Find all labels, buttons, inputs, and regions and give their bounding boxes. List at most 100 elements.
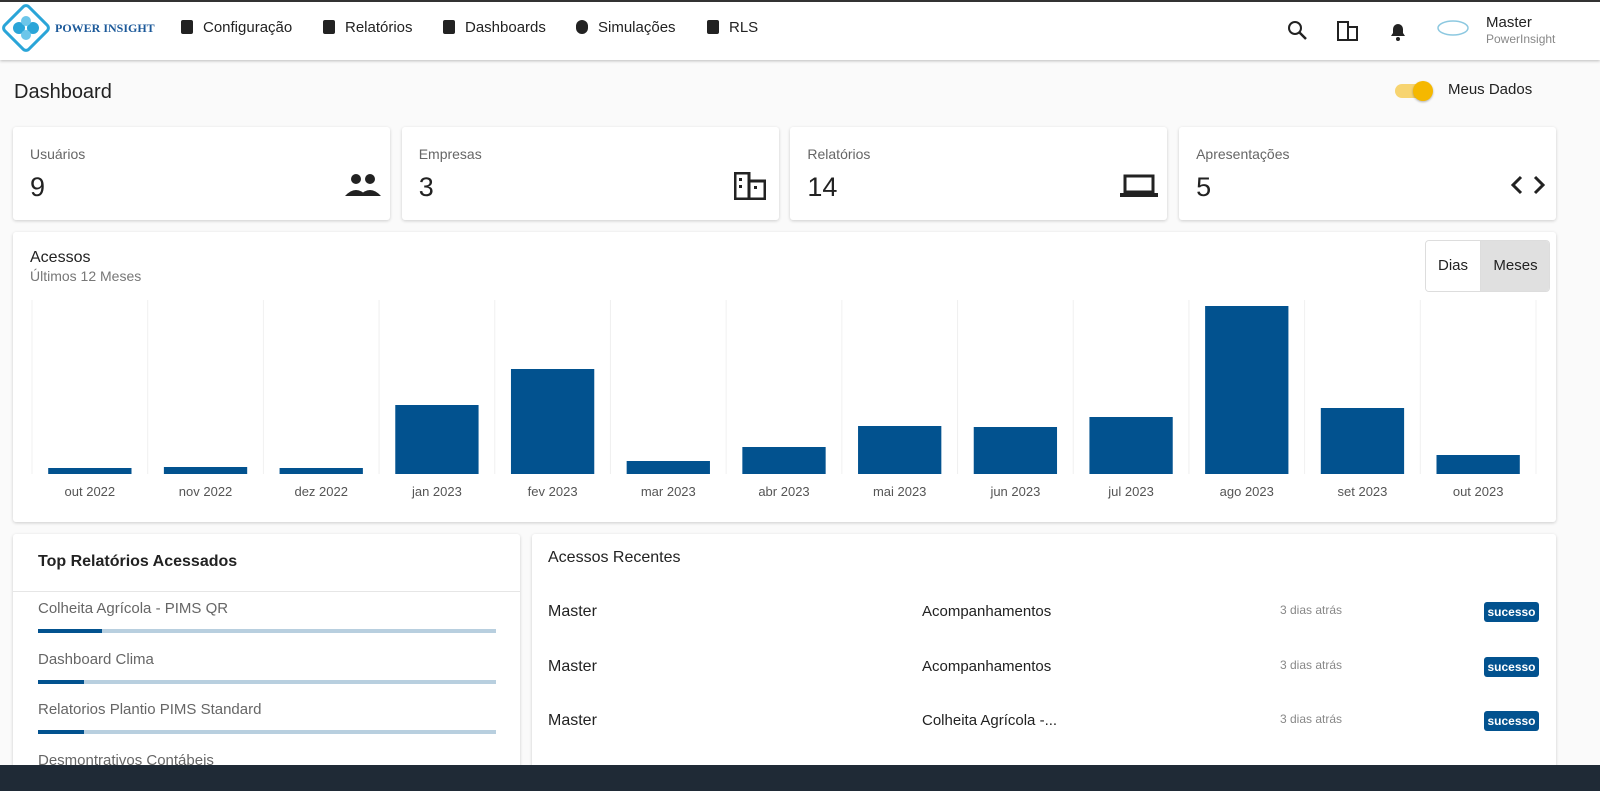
recent-card: Acessos Recentes Master Acompanhamentos 3 …: [532, 534, 1556, 791]
logo-icon: [2, 4, 50, 52]
bar: [395, 405, 479, 474]
top-reports-card: Top Relatórios Acessados Colheita Agríco…: [13, 534, 520, 791]
bar: [1436, 455, 1520, 474]
bar: [48, 468, 132, 474]
bar: [973, 427, 1058, 474]
x-tick-label: mai 2023: [873, 484, 926, 499]
nav-item[interactable]: Dashboards: [465, 19, 546, 36]
recent-user[interactable]: Master: [548, 712, 597, 729]
recent-user[interactable]: Master: [548, 657, 597, 675]
user-name[interactable]: Master: [1486, 14, 1532, 31]
top-reports-title: Top Relatórios Acessados: [38, 553, 238, 570]
toggle-label: Meus Dados: [1448, 81, 1533, 98]
progress-fill: [38, 629, 103, 633]
nav-icon[interactable]: [576, 20, 588, 34]
bar: [858, 426, 942, 474]
page-title: Dashboard: [14, 81, 112, 103]
stat-label: Relatórios: [807, 146, 871, 162]
progress-fill: [38, 730, 84, 735]
recent-report[interactable]: Acompanhamentos: [922, 657, 1052, 675]
x-tick-label: fev 2023: [528, 484, 578, 499]
chart: Acessos Últimos 12 Meses out 2022 nov 2022 d…: [30, 249, 1537, 499]
stat-card: Relatórios 14: [790, 127, 1168, 220]
stat-card: Apresentações 5: [1179, 127, 1557, 220]
company-icon[interactable]: [1337, 21, 1359, 41]
company-icon: [734, 172, 766, 200]
status-badge: sucesso: [1484, 656, 1539, 677]
bar: [742, 447, 826, 474]
nav-item[interactable]: RLS: [729, 19, 759, 36]
nav-icon[interactable]: [443, 20, 455, 34]
bar: [1320, 408, 1405, 474]
range-toggle: Dias Meses: [1425, 240, 1550, 292]
nav-icon[interactable]: [323, 20, 335, 34]
x-tick-label: jul 2023: [1107, 484, 1154, 499]
laptop-icon: [1120, 174, 1158, 197]
bar: [1089, 417, 1173, 474]
logo-text: POWER INSIGHT: [55, 21, 155, 35]
bar: [279, 468, 363, 474]
progress-track: [38, 679, 496, 684]
report-name[interactable]: Relatorios Plantio PIMS Standard: [38, 701, 262, 719]
report-name[interactable]: Colheita Agrícola - PIMS QR: [38, 600, 229, 617]
x-tick-label: ago 2023: [1220, 484, 1274, 499]
x-tick-label: jun 2023: [989, 484, 1040, 499]
stat-value: 3: [418, 172, 434, 202]
chart-title: Acessos: [30, 249, 90, 266]
status-badge: sucesso: [1484, 602, 1539, 622]
nav-item[interactable]: Simulações: [598, 19, 676, 36]
report-name[interactable]: Desmontrativos Contábeis: [38, 752, 214, 770]
x-tick-label: nov 2022: [179, 484, 233, 499]
progress-fill: [38, 679, 84, 684]
status-badge: sucesso: [1484, 711, 1539, 731]
range-button[interactable]: Dias: [1426, 241, 1480, 291]
recent-time: 3 dias atrás: [1280, 712, 1343, 726]
x-tick-label: jan 2023: [411, 484, 462, 499]
stat-label: Usuários: [30, 146, 86, 162]
x-tick-label: out 2022: [65, 484, 116, 499]
bar: [1205, 306, 1289, 474]
x-tick-label: mar 2023: [641, 484, 696, 499]
x-tick-label: set 2023: [1338, 484, 1388, 499]
navbar: [0, 0, 1600, 60]
search-icon[interactable]: [1287, 20, 1309, 42]
nav-icon[interactable]: [181, 20, 193, 34]
x-tick-label: out 2023: [1453, 484, 1504, 499]
stat-label: Empresas: [418, 146, 482, 162]
report-name[interactable]: Dashboard Clima: [38, 650, 154, 668]
stat-value: 5: [1196, 172, 1212, 202]
stat-card: Empresas 3: [401, 127, 779, 220]
bar: [626, 461, 710, 474]
bell-icon[interactable]: [1388, 20, 1408, 42]
taskbar: [0, 765, 1600, 791]
recent-user[interactable]: Master: [548, 603, 597, 620]
user-org: PowerInsight: [1486, 32, 1556, 46]
recent-time: 3 dias atrás: [1280, 657, 1343, 672]
toggle-knob: [1413, 81, 1433, 101]
users-icon: [345, 174, 381, 196]
x-tick-label: abr 2023: [758, 484, 809, 499]
progress-track: [38, 730, 496, 735]
nav-item[interactable]: Relatórios: [345, 19, 413, 36]
divider: [13, 591, 520, 592]
avatar[interactable]: [1436, 14, 1470, 38]
progress-track: [38, 629, 496, 633]
bar: [163, 467, 248, 474]
recent-title: Acessos Recentes: [548, 549, 681, 566]
x-tick-label: dez 2022: [294, 484, 348, 499]
stat-value: 9: [30, 172, 46, 202]
bar: [510, 369, 595, 474]
code-icon: [1511, 175, 1545, 195]
nav-icon[interactable]: [707, 20, 719, 34]
stat-label: Apresentações: [1196, 146, 1290, 162]
chart-subtitle: Últimos 12 Meses: [30, 268, 141, 284]
range-button[interactable]: Meses: [1480, 241, 1549, 291]
toggle[interactable]: [1395, 81, 1433, 101]
recent-time: 3 dias atrás: [1280, 603, 1343, 617]
stat-value: 14: [807, 172, 838, 202]
stat-card: Usuários 9: [13, 127, 390, 220]
nav-item[interactable]: Configuração: [203, 19, 293, 36]
recent-report[interactable]: Acompanhamentos: [922, 603, 1052, 620]
recent-report[interactable]: Colheita Agrícola -...: [922, 712, 1058, 729]
